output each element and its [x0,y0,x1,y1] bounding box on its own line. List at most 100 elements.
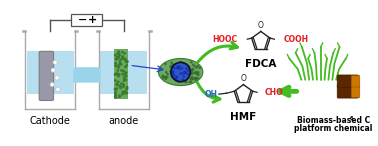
Circle shape [118,54,119,56]
Circle shape [192,78,194,79]
Circle shape [118,54,119,55]
Circle shape [186,76,187,78]
FancyBboxPatch shape [114,49,129,99]
Circle shape [183,76,184,77]
Circle shape [189,69,191,70]
Circle shape [115,97,116,98]
Circle shape [127,87,128,88]
Circle shape [125,61,127,62]
Circle shape [189,81,191,83]
Circle shape [121,83,122,84]
Circle shape [162,75,163,77]
Circle shape [115,59,117,60]
Circle shape [174,72,175,73]
Circle shape [172,74,174,75]
Circle shape [195,72,197,73]
Circle shape [186,81,187,82]
Circle shape [181,67,183,69]
Circle shape [175,67,177,68]
Circle shape [187,71,188,72]
Circle shape [196,72,197,73]
Circle shape [125,75,127,77]
Circle shape [181,75,182,76]
Text: HMF: HMF [230,112,257,122]
Circle shape [184,71,186,72]
Circle shape [196,78,197,79]
Circle shape [118,81,119,82]
Circle shape [115,93,116,94]
Circle shape [187,70,189,71]
Text: HOOC: HOOC [212,35,238,44]
Circle shape [167,76,168,78]
Circle shape [179,77,180,78]
Circle shape [176,80,177,82]
Circle shape [118,74,119,75]
Circle shape [116,88,118,89]
Circle shape [197,78,198,79]
Circle shape [191,70,192,71]
Circle shape [182,79,183,80]
Circle shape [165,63,166,65]
Circle shape [175,74,176,76]
Ellipse shape [158,59,203,86]
Circle shape [166,72,167,73]
Circle shape [171,73,172,74]
Circle shape [117,70,118,71]
Circle shape [118,65,119,66]
Circle shape [123,84,124,86]
Circle shape [126,65,127,66]
Circle shape [170,71,171,72]
Circle shape [118,74,119,76]
Text: anode: anode [108,117,139,126]
Circle shape [125,91,126,92]
Circle shape [188,74,189,75]
Circle shape [191,79,192,80]
Circle shape [163,76,164,77]
Circle shape [191,73,192,75]
Circle shape [181,68,183,69]
Circle shape [176,79,177,80]
Circle shape [199,67,201,68]
Circle shape [172,64,174,66]
Circle shape [126,61,127,62]
Circle shape [125,59,126,61]
Circle shape [176,77,177,78]
Circle shape [121,70,122,71]
Circle shape [171,62,190,82]
Circle shape [165,78,166,80]
Circle shape [182,63,183,64]
Circle shape [175,72,177,73]
Circle shape [179,66,180,67]
FancyBboxPatch shape [351,75,360,87]
Circle shape [184,72,186,73]
Circle shape [119,55,120,56]
Circle shape [126,61,128,63]
Circle shape [118,57,119,58]
Circle shape [189,66,190,67]
Circle shape [178,71,180,73]
Circle shape [115,63,116,64]
Text: −: − [77,15,87,25]
Circle shape [125,72,127,73]
Circle shape [124,76,125,78]
Circle shape [115,65,116,66]
Circle shape [162,78,164,79]
Circle shape [125,79,127,81]
Circle shape [119,96,120,97]
Circle shape [122,56,123,57]
Circle shape [50,82,54,87]
Circle shape [180,73,181,74]
Text: +: + [88,15,98,25]
Circle shape [177,66,179,67]
Circle shape [186,74,187,76]
Circle shape [119,95,120,96]
Circle shape [122,73,123,75]
Circle shape [186,73,188,74]
Text: FDCA: FDCA [245,59,277,68]
FancyBboxPatch shape [337,85,358,98]
Circle shape [191,71,192,72]
Circle shape [124,53,125,54]
FancyBboxPatch shape [351,85,360,98]
Circle shape [118,51,119,52]
Circle shape [116,57,118,58]
